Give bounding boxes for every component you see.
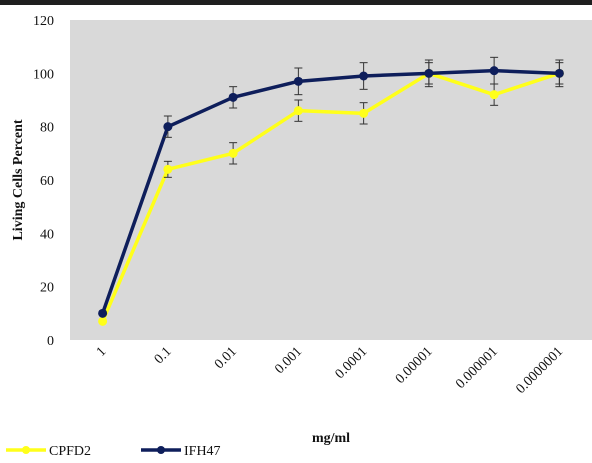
data-point bbox=[163, 122, 173, 132]
data-point bbox=[359, 71, 369, 81]
x-axis-label: mg/ml bbox=[312, 431, 350, 446]
data-point bbox=[359, 108, 369, 118]
y-tick-label: 40 bbox=[40, 227, 54, 242]
legend-marker bbox=[22, 446, 30, 454]
y-tick-label: 60 bbox=[40, 174, 54, 189]
data-point bbox=[293, 76, 303, 86]
data-point bbox=[554, 68, 564, 78]
legend-label: IFH47 bbox=[184, 444, 221, 459]
y-tick-label: 20 bbox=[40, 281, 54, 296]
x-tick-label: 0.01 bbox=[212, 344, 240, 372]
data-point bbox=[424, 68, 434, 78]
x-tick-label: 0.00001 bbox=[393, 344, 436, 387]
y-tick-label: 0 bbox=[47, 334, 54, 349]
top-border bbox=[0, 0, 592, 5]
series-ifh47 bbox=[98, 56, 564, 318]
x-tick-label: 0.1 bbox=[152, 344, 175, 367]
legend: CPFD2 IFH47 bbox=[6, 444, 221, 459]
y-axis-label: Living Cells Percent bbox=[11, 119, 26, 240]
y-tick-label: 100 bbox=[33, 67, 54, 82]
data-point bbox=[228, 148, 238, 158]
series-line bbox=[101, 71, 560, 323]
legend-label: CPFD2 bbox=[49, 444, 91, 459]
data-point bbox=[489, 66, 499, 76]
series-layer bbox=[98, 56, 564, 326]
y-tick-label: 120 bbox=[33, 14, 54, 29]
x-tick-label: 0.0000001 bbox=[514, 344, 567, 397]
data-point bbox=[163, 164, 173, 174]
data-point bbox=[98, 316, 108, 326]
legend-marker bbox=[157, 446, 165, 454]
plot-area bbox=[70, 20, 592, 340]
y-axis-ticks: 0 20 40 60 80 100 120 bbox=[33, 14, 54, 349]
x-tick-label: 0.0001 bbox=[333, 344, 371, 382]
x-tick-label: 0.001 bbox=[272, 344, 305, 377]
series-line bbox=[100, 68, 560, 314]
data-point bbox=[293, 106, 303, 116]
legend-item: IFH47 bbox=[141, 444, 221, 459]
data-point bbox=[489, 90, 499, 100]
x-tick-label: 0.000001 bbox=[453, 344, 501, 392]
x-tick-label: 1 bbox=[94, 344, 110, 360]
data-point bbox=[228, 92, 238, 102]
y-tick-label: 80 bbox=[40, 121, 54, 136]
legend-item: CPFD2 bbox=[6, 444, 91, 459]
data-point bbox=[98, 308, 108, 318]
x-axis-ticks: 1 0.1 0.01 0.001 0.0001 0.00001 0.000001 0.0000… bbox=[94, 344, 566, 397]
